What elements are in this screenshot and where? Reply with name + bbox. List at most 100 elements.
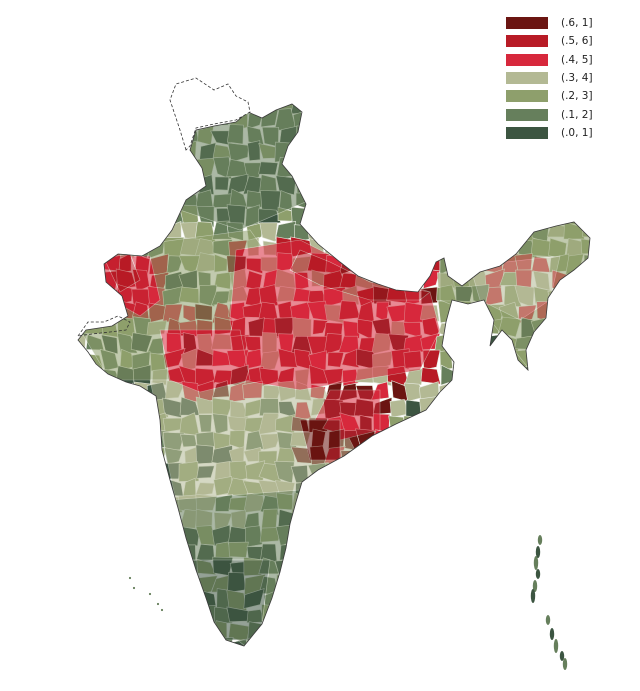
district-polygon xyxy=(419,396,442,417)
district-polygon xyxy=(466,172,488,195)
district-polygon xyxy=(357,527,376,546)
district-polygon xyxy=(563,172,583,191)
district-polygon xyxy=(421,654,440,674)
district-polygon xyxy=(454,636,472,646)
district-polygon xyxy=(546,509,567,532)
district-polygon xyxy=(148,620,169,644)
district-polygon xyxy=(578,560,590,579)
district-polygon xyxy=(307,636,326,646)
district-polygon xyxy=(547,558,569,576)
district-polygon xyxy=(452,604,469,626)
district-polygon xyxy=(148,113,165,131)
district-polygon xyxy=(601,462,617,480)
district-polygon xyxy=(114,126,135,147)
district-polygon xyxy=(78,509,89,531)
island xyxy=(535,569,541,579)
district-polygon xyxy=(596,189,616,210)
district-polygon xyxy=(356,542,376,564)
district-polygon xyxy=(147,557,169,576)
district-polygon xyxy=(130,641,152,646)
district-polygon xyxy=(83,124,101,147)
district-polygon xyxy=(485,238,503,254)
district-polygon xyxy=(598,99,615,114)
district-polygon xyxy=(419,143,441,161)
district-polygon xyxy=(387,512,409,531)
district-polygon xyxy=(131,477,151,500)
district-polygon xyxy=(150,656,166,674)
district-polygon xyxy=(339,206,360,227)
district-polygon xyxy=(341,145,361,160)
district-polygon xyxy=(454,512,474,528)
district-polygon xyxy=(500,172,522,195)
district-polygon xyxy=(292,157,309,180)
district-polygon xyxy=(402,273,424,290)
district-polygon xyxy=(578,301,590,322)
district-polygon xyxy=(306,140,328,164)
district-polygon xyxy=(437,300,457,324)
district-polygon xyxy=(549,349,570,370)
district-polygon xyxy=(564,444,585,468)
district-polygon xyxy=(306,624,327,643)
district-polygon xyxy=(308,477,328,500)
district-polygon xyxy=(482,129,502,145)
island xyxy=(535,546,541,558)
district-polygon xyxy=(434,156,455,178)
district-polygon xyxy=(595,269,617,289)
district-polygon xyxy=(532,448,550,465)
district-polygon xyxy=(102,559,117,580)
legend-label: (.3, 4] xyxy=(561,72,593,85)
district-polygon xyxy=(547,414,568,436)
district-polygon xyxy=(579,447,590,468)
district-polygon xyxy=(550,447,565,464)
district-polygon xyxy=(387,224,409,243)
district-polygon xyxy=(357,254,376,275)
district-polygon xyxy=(419,160,440,178)
district-polygon xyxy=(82,300,106,322)
district-polygon xyxy=(483,653,502,670)
district-polygon xyxy=(551,383,569,402)
district-polygon xyxy=(276,640,295,646)
district-polygon xyxy=(484,157,503,179)
district-polygon xyxy=(485,637,503,646)
district-polygon xyxy=(471,333,490,353)
district-polygon xyxy=(306,124,327,148)
district-polygon xyxy=(597,543,617,563)
district-polygon xyxy=(291,559,313,578)
district-polygon xyxy=(98,223,120,241)
district-polygon xyxy=(370,444,390,468)
district-polygon xyxy=(565,429,586,450)
district-polygon xyxy=(360,477,377,498)
district-polygon xyxy=(391,448,410,467)
district-polygon xyxy=(452,620,470,639)
district-polygon xyxy=(547,431,568,452)
district-polygon xyxy=(582,290,590,303)
district-polygon xyxy=(404,590,424,612)
district-polygon xyxy=(578,349,590,372)
district-polygon xyxy=(597,253,614,273)
district-polygon xyxy=(323,620,346,641)
district-polygon xyxy=(82,575,104,596)
district-polygon xyxy=(546,397,570,418)
district-polygon xyxy=(582,526,590,547)
district-polygon xyxy=(518,190,534,212)
district-polygon xyxy=(130,104,154,115)
district-polygon xyxy=(468,636,490,646)
district-polygon xyxy=(484,334,503,354)
district-polygon xyxy=(114,382,137,401)
district-polygon xyxy=(548,604,567,623)
district-polygon xyxy=(482,397,506,415)
island xyxy=(156,602,160,606)
district-polygon xyxy=(562,542,585,561)
district-polygon xyxy=(584,636,590,646)
district-polygon xyxy=(467,104,489,115)
district-polygon xyxy=(389,104,408,113)
district-polygon xyxy=(354,606,375,627)
district-polygon xyxy=(532,205,551,228)
district-polygon xyxy=(549,172,568,195)
district-polygon xyxy=(466,316,489,333)
district-polygon xyxy=(418,188,440,208)
district-polygon xyxy=(483,478,503,498)
district-polygon xyxy=(136,445,152,465)
district-polygon xyxy=(563,157,583,176)
